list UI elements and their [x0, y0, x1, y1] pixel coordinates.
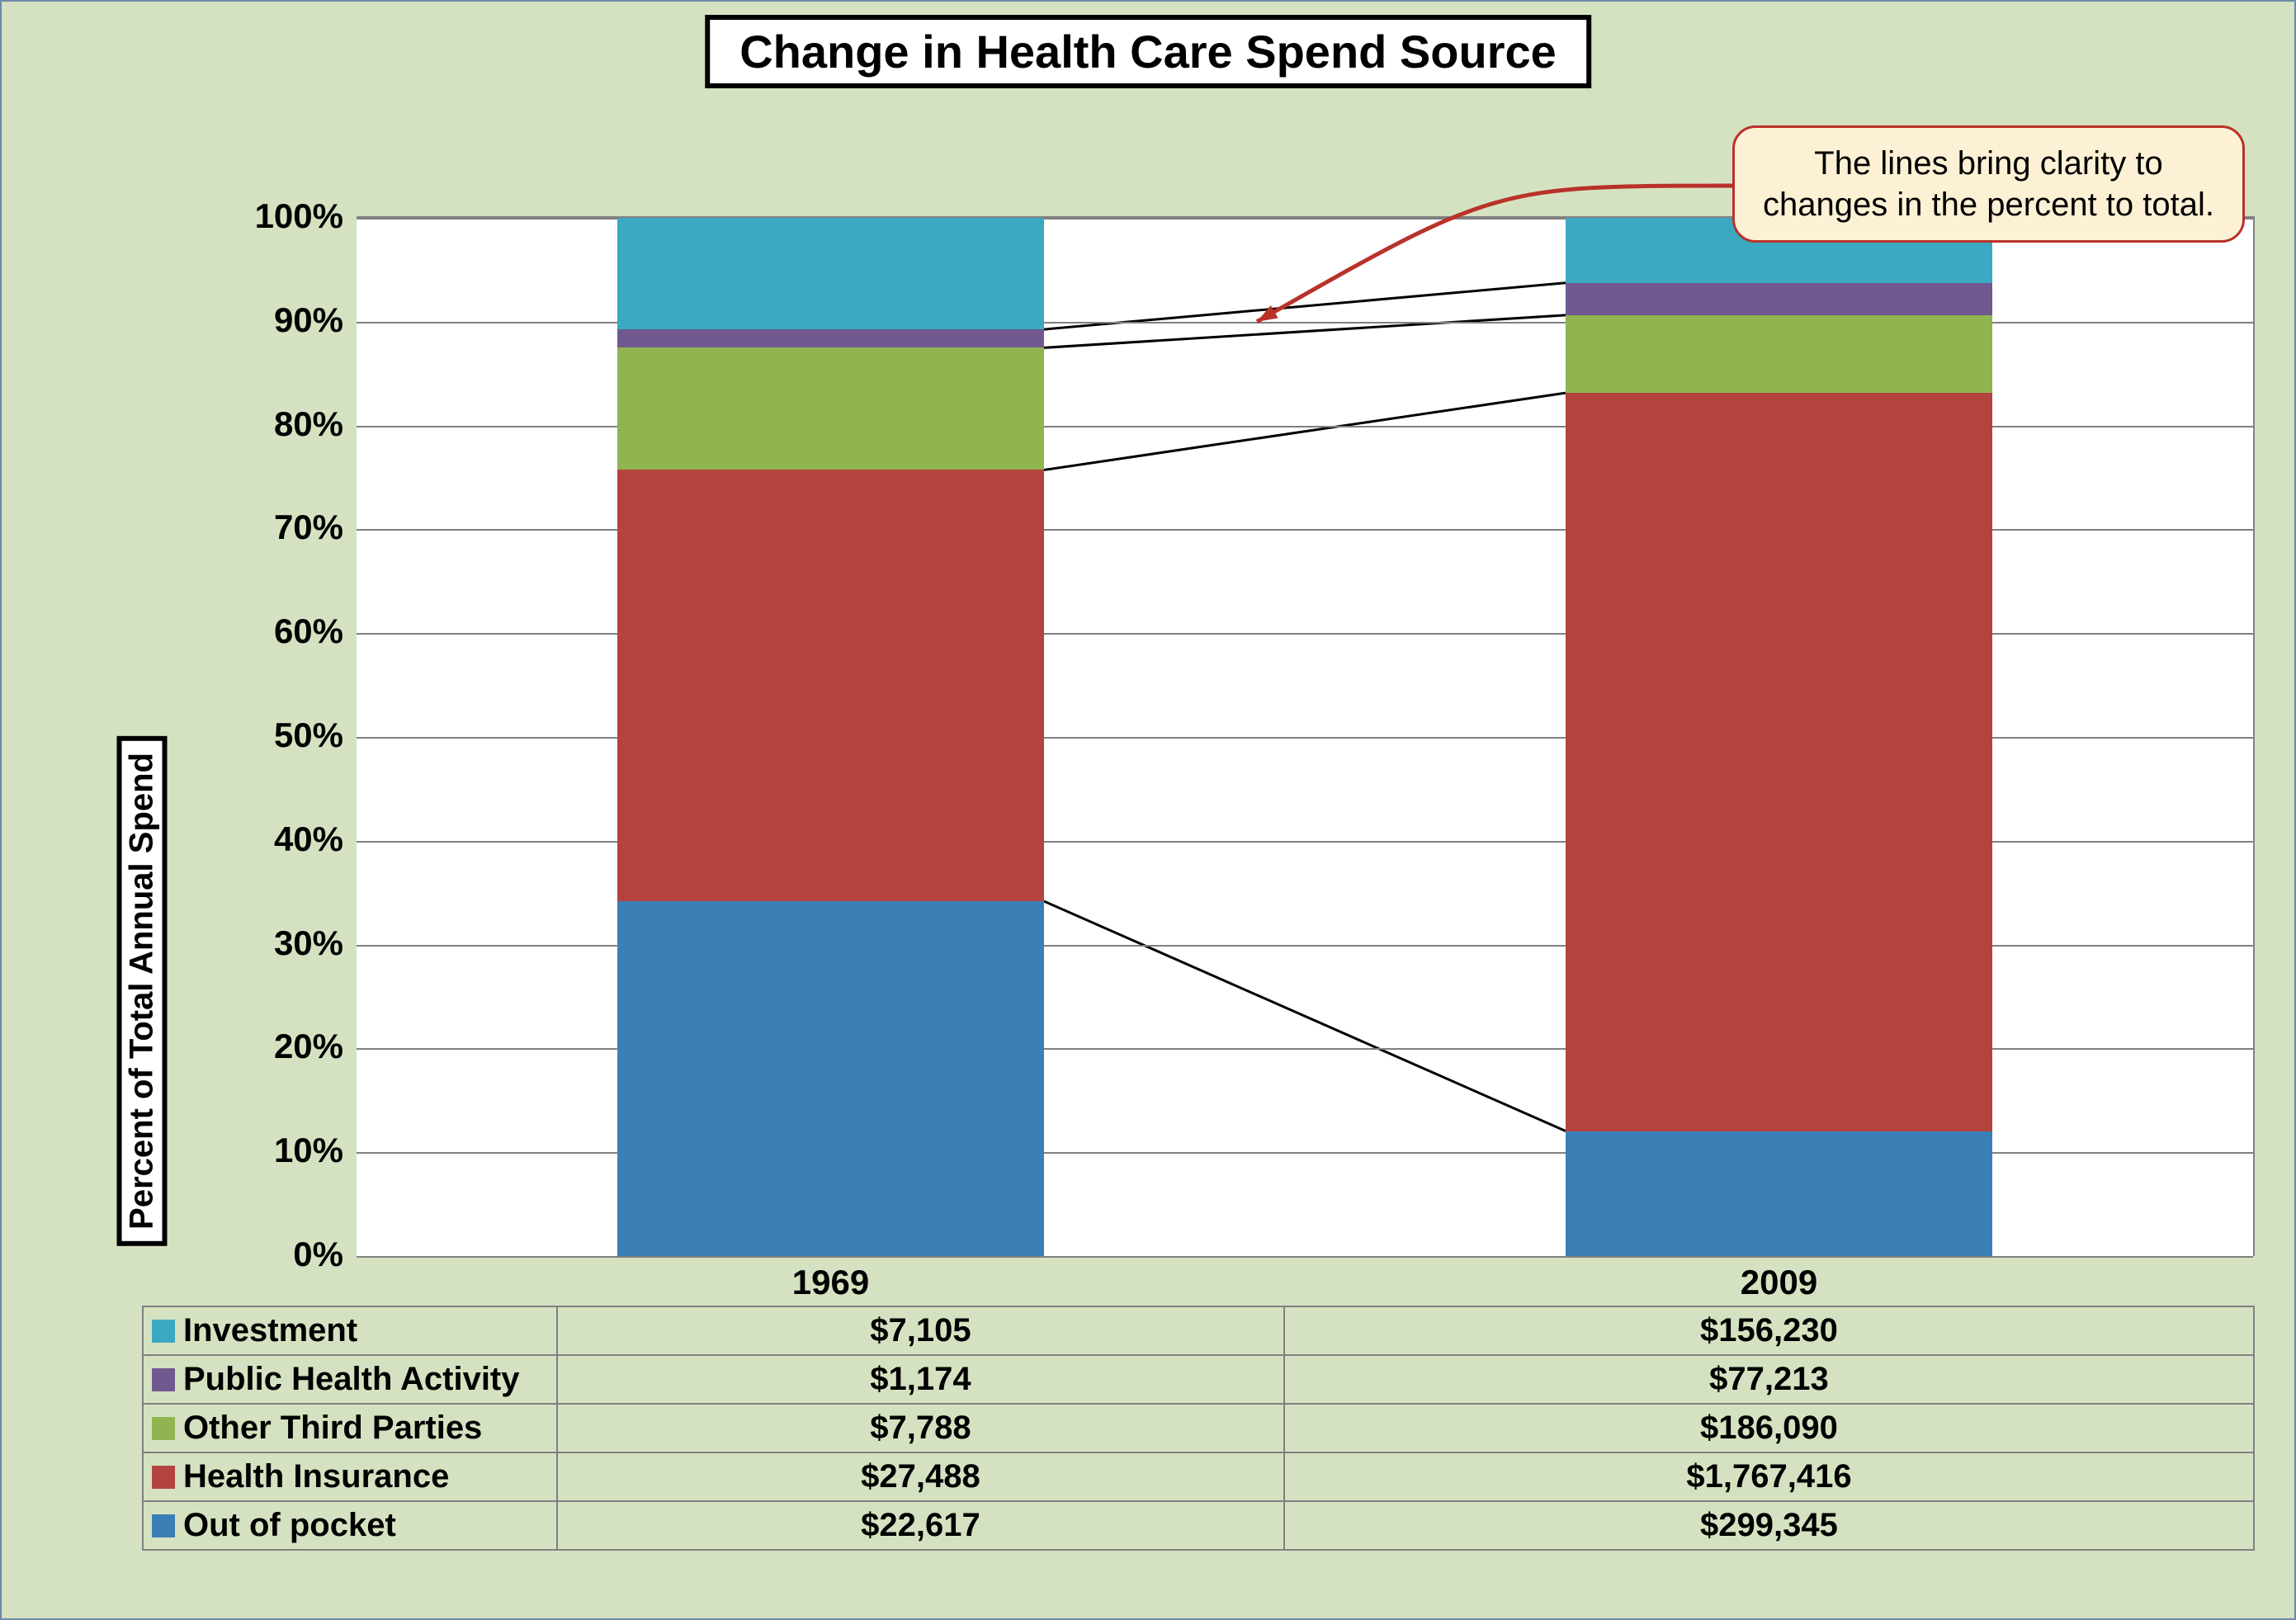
bar-segment-health_ins [1566, 393, 1992, 1131]
series-value-cell: $186,090 [1284, 1404, 2254, 1452]
y-axis-label: Percent of Total Annual Spend [117, 736, 168, 1246]
gridline [357, 1256, 2253, 1258]
legend-swatch [152, 1368, 175, 1391]
plot-area: 1969 2009 [357, 216, 2255, 1256]
legend-swatch [152, 1514, 175, 1537]
series-label-cell: Other Third Parties [143, 1404, 557, 1452]
series-value-cell: $22,617 [557, 1501, 1284, 1550]
series-label-cell: Investment [143, 1306, 557, 1355]
y-tick: 60% [274, 612, 343, 651]
series-value-cell: $1,767,416 [1284, 1452, 2254, 1501]
legend-swatch [152, 1417, 175, 1440]
bar-segment-investment [617, 218, 1044, 329]
bar-segment-health_ins [617, 470, 1044, 901]
bar-segment-pub_health [1566, 283, 1992, 315]
y-tick: 80% [274, 404, 343, 444]
legend-swatch [152, 1320, 175, 1343]
table-row: Other Third Parties$7,788$186,090 [143, 1404, 2254, 1452]
y-tick: 40% [274, 819, 343, 859]
stacked-bar: 2009 [1566, 218, 1992, 1256]
connector-line [1044, 901, 1566, 1131]
bar-segment-pub_health [617, 329, 1044, 347]
table-row: Out of pocket$22,617$299,345 [143, 1501, 2254, 1550]
series-label-cell: Health Insurance [143, 1452, 557, 1501]
y-tick: 90% [274, 300, 343, 340]
table-row: Health Insurance$27,488$1,767,416 [143, 1452, 2254, 1501]
series-value-cell: $299,345 [1284, 1501, 2254, 1550]
series-value-cell: $156,230 [1284, 1306, 2254, 1355]
bar-segment-other_third [1566, 315, 1992, 393]
y-tick-area: 0%10%20%30%40%50%60%70%80%90%100% [208, 216, 348, 1256]
series-value-cell: $7,105 [557, 1306, 1284, 1355]
legend-swatch [152, 1466, 175, 1489]
y-tick: 0% [293, 1235, 343, 1274]
connector-line [1044, 393, 1566, 470]
x-category-label: 2009 [1741, 1256, 1817, 1302]
bar-segment-out_of_pocket [617, 901, 1044, 1256]
data-table: Investment$7,105$156,230Public Health Ac… [142, 1306, 2255, 1551]
y-tick: 70% [274, 508, 343, 547]
y-tick: 20% [274, 1027, 343, 1066]
callout-line2: changes in the percent to total. [1763, 187, 2214, 223]
bar-segment-other_third [617, 347, 1044, 470]
series-value-cell: $1,174 [557, 1355, 1284, 1404]
y-tick: 10% [274, 1131, 343, 1170]
table-row: Public Health Activity$1,174$77,213 [143, 1355, 2254, 1404]
y-tick: 50% [274, 716, 343, 755]
table-row: Investment$7,105$156,230 [143, 1306, 2254, 1355]
chart-title: Change in Health Care Spend Source [705, 15, 1591, 88]
series-label-cell: Out of pocket [143, 1501, 557, 1550]
plot-wrap: Percent of Total Annual Spend 0%10%20%30… [142, 216, 2255, 1256]
chart-frame: Change in Health Care Spend Source Perce… [0, 0, 2296, 1620]
callout-line1: The lines bring clarity to [1814, 145, 2162, 182]
series-value-cell: $27,488 [557, 1452, 1284, 1501]
y-tick: 100% [255, 196, 343, 236]
connector-line [1044, 315, 1566, 348]
bar-segment-out_of_pocket [1566, 1131, 1992, 1256]
x-category-label: 1969 [792, 1256, 869, 1302]
annotation-callout: The lines bring clarity to changes in th… [1732, 125, 2245, 243]
series-value-cell: $7,788 [557, 1404, 1284, 1452]
series-value-cell: $77,213 [1284, 1355, 2254, 1404]
stacked-bar: 1969 [617, 218, 1044, 1256]
y-tick: 30% [274, 923, 343, 963]
series-label-cell: Public Health Activity [143, 1355, 557, 1404]
